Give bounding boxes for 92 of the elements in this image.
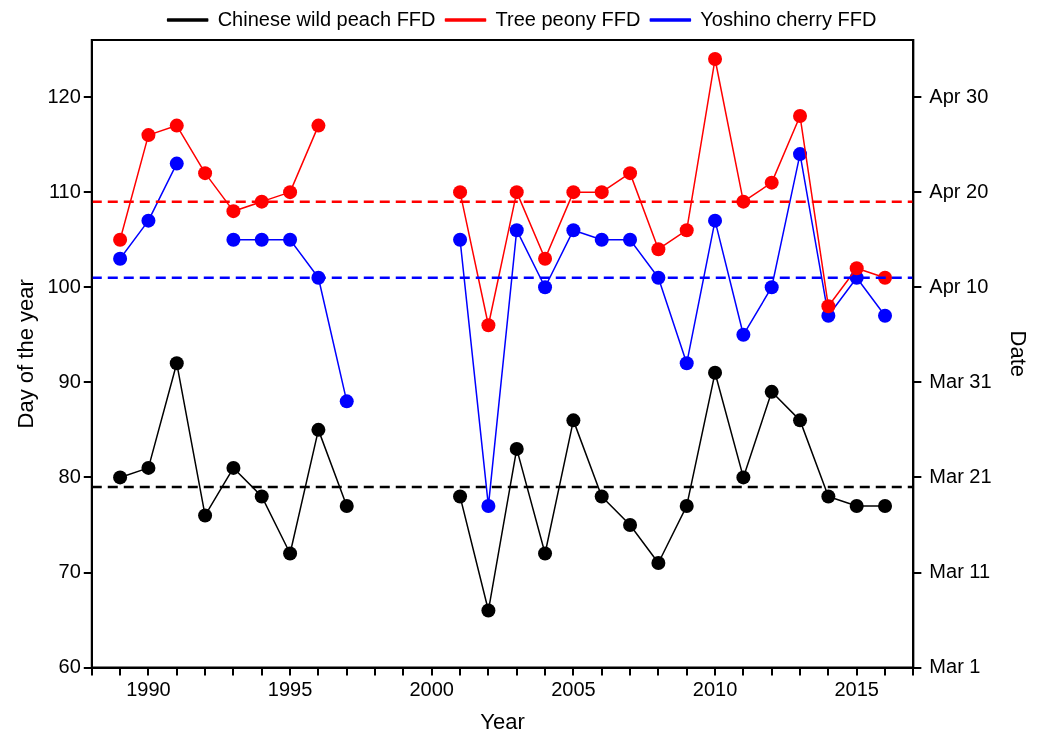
point xyxy=(283,546,298,561)
y2-tick-label: Apr 20 xyxy=(929,179,989,202)
y2-axis-title: Date xyxy=(1005,330,1031,378)
point xyxy=(594,489,609,504)
point xyxy=(509,185,524,200)
y-tick-label: 100 xyxy=(47,274,81,297)
legend-label: Yoshino cherry FFD xyxy=(700,7,877,30)
y2-tick-label: Apr 30 xyxy=(929,84,989,107)
x-tick-label: 1995 xyxy=(267,678,313,701)
point xyxy=(793,109,808,124)
y2-tick-label: Apr 10 xyxy=(929,274,989,297)
legend-label: Chinese wild peach FFD xyxy=(217,7,436,30)
point xyxy=(226,204,241,219)
x-axis-title: Year xyxy=(480,708,525,734)
point xyxy=(481,318,496,333)
y-tick-label: 120 xyxy=(47,84,81,107)
point xyxy=(594,185,609,200)
point xyxy=(141,213,156,228)
x-tick-label: 1990 xyxy=(126,678,171,701)
point xyxy=(169,156,184,171)
point xyxy=(594,232,609,247)
point xyxy=(764,280,779,295)
point xyxy=(538,546,553,561)
point xyxy=(226,460,241,475)
point xyxy=(708,213,723,228)
point xyxy=(283,232,298,247)
y-tick-label: 70 xyxy=(58,560,81,583)
point xyxy=(113,232,128,247)
x-tick-label: 2000 xyxy=(409,678,454,701)
point xyxy=(311,118,326,133)
point xyxy=(878,498,893,513)
point xyxy=(736,327,751,342)
point xyxy=(538,251,553,266)
point xyxy=(736,470,751,485)
point xyxy=(708,365,723,380)
point xyxy=(198,508,213,523)
point xyxy=(623,232,638,247)
point xyxy=(764,175,779,190)
point xyxy=(509,223,524,238)
point xyxy=(339,394,354,409)
y-axis-title: Day of the year xyxy=(13,279,39,429)
x-tick-label: 2010 xyxy=(692,678,738,701)
point xyxy=(623,517,638,532)
point xyxy=(169,118,184,133)
point xyxy=(453,185,468,200)
y-tick-label: 90 xyxy=(58,369,81,392)
y-tick-label: 80 xyxy=(58,464,81,487)
point xyxy=(141,128,156,143)
point xyxy=(849,498,864,513)
point xyxy=(679,356,694,371)
y2-tick-label: Mar 31 xyxy=(929,369,992,392)
point xyxy=(566,223,581,238)
point xyxy=(141,460,156,475)
point xyxy=(793,147,808,162)
point xyxy=(651,556,666,570)
point xyxy=(793,413,808,428)
point xyxy=(566,185,581,200)
point xyxy=(113,251,128,266)
y-tick-label: 110 xyxy=(48,179,81,202)
point xyxy=(198,166,213,181)
y2-tick-label: Mar 21 xyxy=(929,464,992,487)
legend-label: Tree peony FFD xyxy=(495,7,641,30)
point xyxy=(679,498,694,513)
point xyxy=(311,422,326,437)
point xyxy=(651,242,666,257)
point xyxy=(821,299,836,314)
point xyxy=(509,441,524,456)
point xyxy=(453,489,468,504)
point xyxy=(226,232,241,247)
point xyxy=(481,603,496,618)
point xyxy=(113,470,128,485)
point xyxy=(538,280,553,295)
point xyxy=(708,52,723,67)
point xyxy=(764,384,779,399)
y2-tick-label: Mar 1 xyxy=(929,655,981,678)
point xyxy=(254,232,269,247)
y-tick-label: 60 xyxy=(58,655,81,678)
x-tick-label: 2005 xyxy=(551,678,596,701)
point xyxy=(623,166,638,181)
x-tick-label: 2015 xyxy=(834,678,879,701)
point xyxy=(679,223,694,238)
point xyxy=(821,489,836,504)
point xyxy=(481,498,496,513)
point xyxy=(566,413,581,428)
point xyxy=(339,498,354,513)
point xyxy=(169,356,184,371)
point xyxy=(453,232,468,247)
point xyxy=(878,308,893,323)
point xyxy=(254,489,269,504)
y2-tick-label: Mar 11 xyxy=(929,560,991,583)
point xyxy=(283,185,298,200)
point xyxy=(849,261,864,276)
